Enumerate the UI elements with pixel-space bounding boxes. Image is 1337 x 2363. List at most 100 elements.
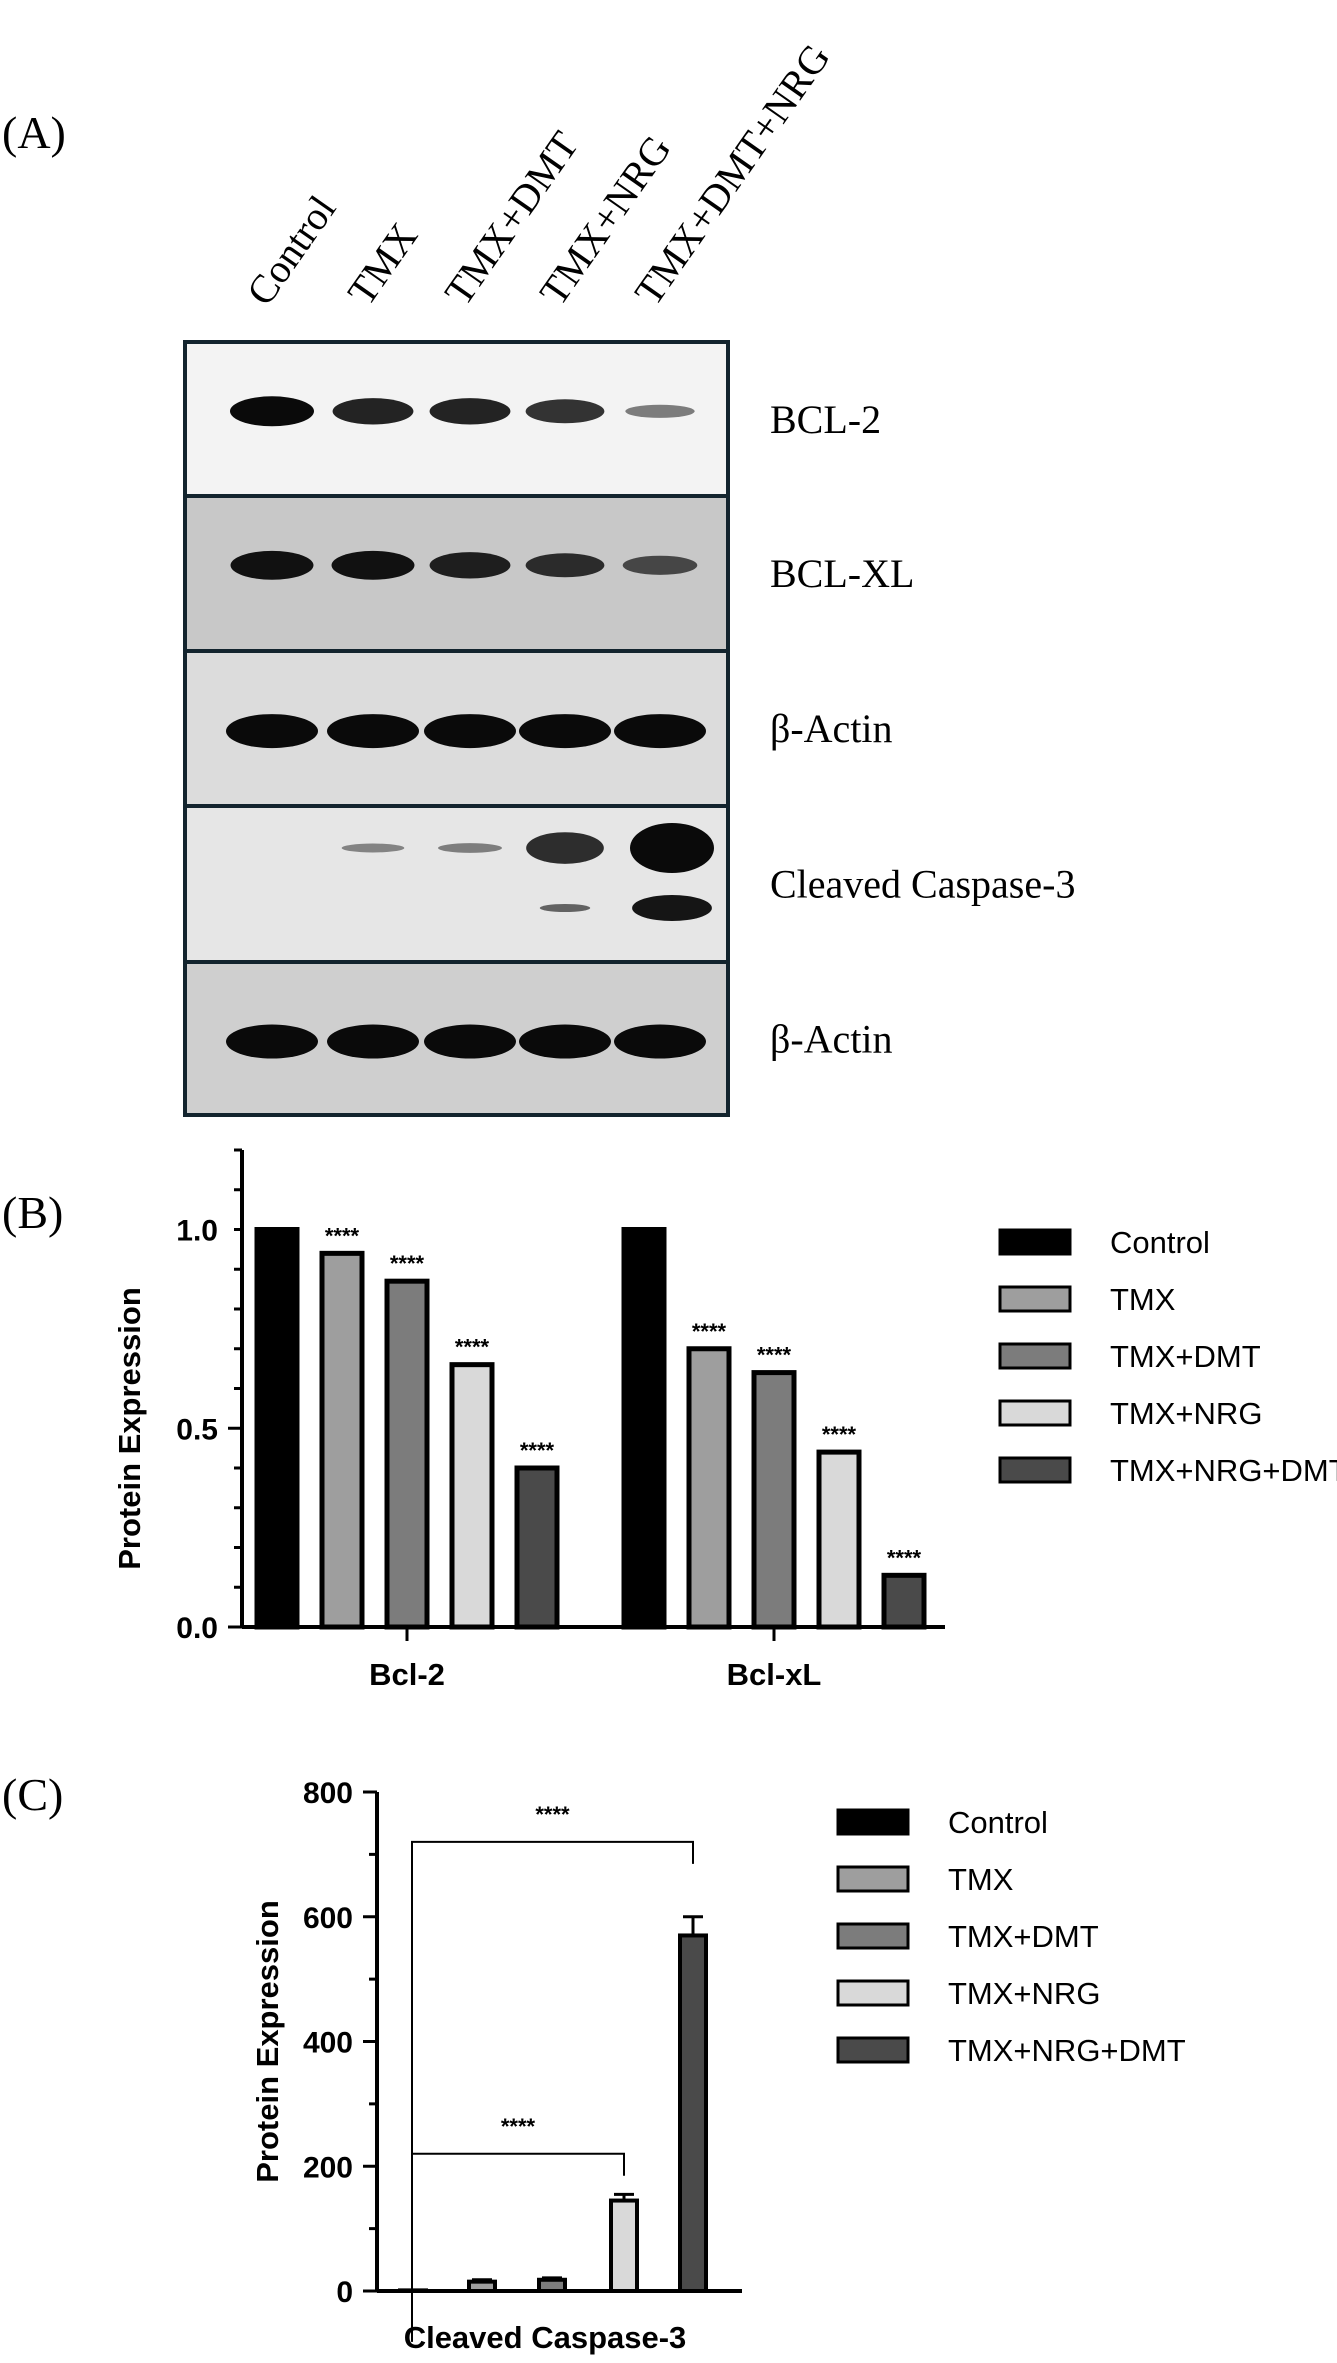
significance-label: **** <box>757 1343 792 1368</box>
y-tick-label: 0.5 <box>176 1413 218 1446</box>
legend-swatch <box>998 1456 1072 1484</box>
blot-band <box>438 843 502 853</box>
blot-lane-label: TMX <box>339 214 427 313</box>
bar <box>319 1250 365 1630</box>
blot-row-label: β-Actin <box>770 706 893 751</box>
bar <box>678 1933 708 2294</box>
legend-label: TMX+NRG+DMT <box>948 2033 1186 2068</box>
blot-band <box>622 555 698 575</box>
x-tick-label: Bcl-xL <box>727 1657 822 1692</box>
blot-row-label: Cleaved Caspase-3 <box>770 862 1075 907</box>
legend-label: TMX+NRG+DMT <box>1110 1453 1337 1488</box>
y-tick-label: 0 <box>336 2276 353 2309</box>
blot-band <box>327 1024 419 1059</box>
x-tick-label: Bcl-2 <box>369 1657 445 1692</box>
blot-band <box>519 1024 611 1059</box>
y-tick-label: 400 <box>303 2027 353 2060</box>
y-axis-label: Protein Expression <box>112 1287 147 1570</box>
blot-band <box>226 714 318 749</box>
blot-row-label: β-Actin <box>770 1017 893 1062</box>
blot-band <box>525 553 605 578</box>
bar <box>609 2198 639 2293</box>
bar <box>467 2279 497 2294</box>
blot-band <box>429 552 511 579</box>
bar <box>881 1572 927 1630</box>
significance-bracket <box>411 2152 625 2294</box>
significance-label: **** <box>520 1438 555 1463</box>
legend-swatch <box>836 1808 910 1836</box>
legend-label: TMX <box>948 1862 1014 1897</box>
legend-swatch <box>998 1342 1072 1370</box>
significance-label: **** <box>887 1545 922 1570</box>
legend-swatch <box>836 2036 910 2064</box>
bar <box>686 1346 732 1630</box>
x-axis-label: Cleaved Caspase-3 <box>404 2320 687 2355</box>
blot-band <box>614 1024 706 1059</box>
blot-band <box>327 714 419 749</box>
blot-band <box>424 1024 516 1059</box>
bar <box>816 1449 862 1630</box>
blot-frame <box>183 340 730 1117</box>
blot-band <box>429 398 511 425</box>
blot-band <box>230 550 314 580</box>
blot-band <box>525 399 605 424</box>
panel-label-a: (A) <box>2 107 66 158</box>
y-tick-label: 800 <box>303 1777 353 1810</box>
blot-band <box>519 714 611 749</box>
blot-band <box>230 396 314 427</box>
legend-label: Control <box>1110 1225 1210 1260</box>
legend-swatch <box>836 1979 910 2007</box>
legend-label: Control <box>948 1805 1048 1840</box>
legend-swatch <box>998 1399 1072 1427</box>
bar-chart-b: 0.0 0.5 1.0 Protein Expression **** **** **** *… <box>112 1148 1337 1692</box>
y-tick-label: 1.0 <box>176 1215 218 1248</box>
y-axis-label: Protein Expression <box>250 1900 285 2183</box>
panel-label-b: (B) <box>2 1187 63 1238</box>
significance-label: **** <box>822 1422 857 1447</box>
legend-label: TMX+DMT <box>948 1919 1099 1954</box>
bar-chart-c: 0 200 400 600 800 Protein Expression **** **** C… <box>250 1777 1186 2355</box>
blot-band <box>632 895 712 921</box>
legend-label: TMX+NRG <box>948 1976 1100 2011</box>
bar <box>621 1227 667 1630</box>
legend-label: TMX+NRG <box>1110 1396 1262 1431</box>
blot-row-label: BCL-2 <box>770 397 881 442</box>
bar <box>449 1362 495 1630</box>
blot-band <box>614 714 706 749</box>
blot-band <box>331 550 415 580</box>
bar <box>384 1278 430 1630</box>
blot-band <box>226 1024 318 1059</box>
legend-label: TMX+DMT <box>1110 1339 1261 1374</box>
blot-row-background <box>185 806 728 961</box>
blot-band <box>539 904 591 912</box>
blot-band <box>341 843 405 853</box>
legend-swatch <box>998 1228 1072 1256</box>
legend-swatch <box>998 1285 1072 1313</box>
bar <box>751 1370 797 1630</box>
y-tick-label: 600 <box>303 1902 353 1935</box>
blot-band <box>424 714 516 749</box>
significance-label: **** <box>325 1223 360 1248</box>
significance-label: **** <box>390 1251 425 1276</box>
bar <box>514 1465 560 1630</box>
y-tick-label: 0.0 <box>176 1612 218 1645</box>
blot-band <box>625 404 695 418</box>
legend-swatch <box>836 1865 910 1893</box>
significance-bracket <box>411 1840 694 2342</box>
significance-label: **** <box>501 2114 536 2139</box>
blot-band <box>332 398 414 425</box>
bar <box>254 1227 300 1630</box>
y-tick-label: 200 <box>303 2151 353 2184</box>
legend-label: TMX <box>1110 1282 1176 1317</box>
bar <box>537 2277 567 2293</box>
blot-row-label: BCL-XL <box>770 551 914 596</box>
blot-band <box>526 832 604 864</box>
significance-label: **** <box>455 1335 490 1360</box>
blot-lane-label: Control <box>238 187 345 313</box>
blot-band <box>630 823 714 873</box>
panel-label-c: (C) <box>2 1769 63 1820</box>
significance-label: **** <box>535 1802 570 1827</box>
legend-swatch <box>836 1922 910 1950</box>
